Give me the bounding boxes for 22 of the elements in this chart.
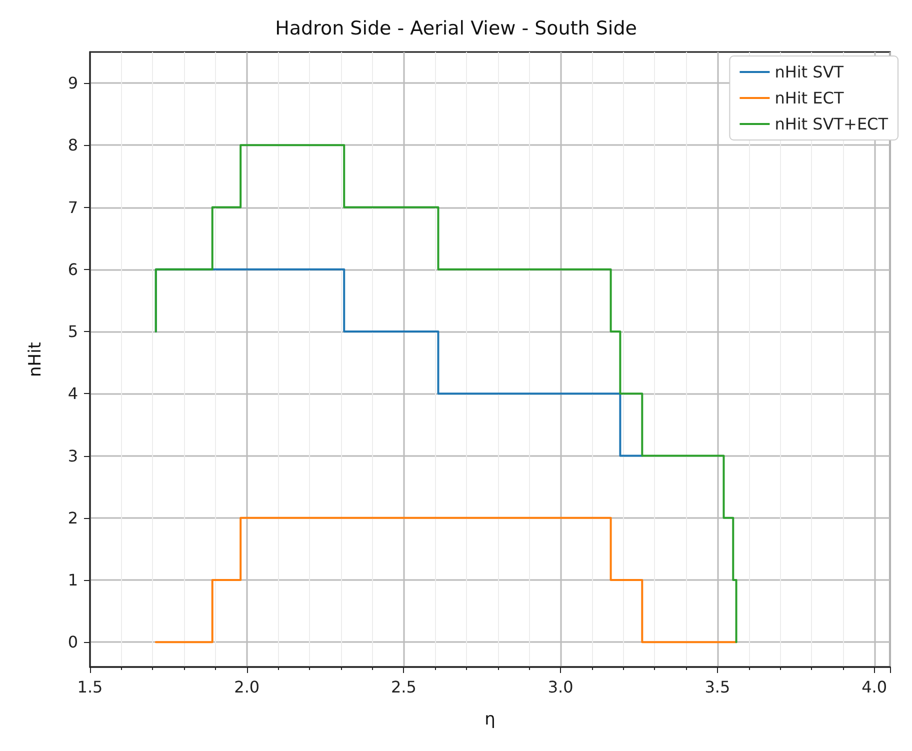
y-tick-label: 8	[68, 136, 78, 155]
y-axis-title: nHit	[26, 342, 46, 377]
y-tick-label: 1	[68, 570, 78, 590]
y-tick-label: 0	[68, 632, 78, 652]
x-tick-label: 2.0	[234, 678, 260, 696]
y-tick-label: 6	[68, 260, 78, 279]
y-tick-label: 7	[68, 198, 78, 217]
y-tick-label: 9	[68, 74, 78, 93]
chart-title: Hadron Side - Aerial View - South Side	[275, 18, 637, 40]
y-tick-label: 2	[68, 508, 78, 528]
y-tick-label: 4	[68, 384, 78, 404]
x-tick-label: 2.5	[391, 678, 416, 696]
legend-label: nHit ECT	[774, 88, 844, 108]
legend-label: nHit SVT+ECT	[774, 114, 888, 134]
x-tick-label: 3.5	[704, 678, 730, 696]
x-tick-label: 3.0	[548, 678, 574, 696]
y-tick-label: 5	[68, 322, 78, 342]
x-tick-label: 1.5	[77, 678, 103, 696]
x-axis-title: η	[484, 710, 496, 730]
x-tick-label: 4.0	[862, 678, 888, 696]
legend-label: nHit SVT	[774, 62, 844, 82]
y-tick-label: 3	[68, 446, 78, 466]
